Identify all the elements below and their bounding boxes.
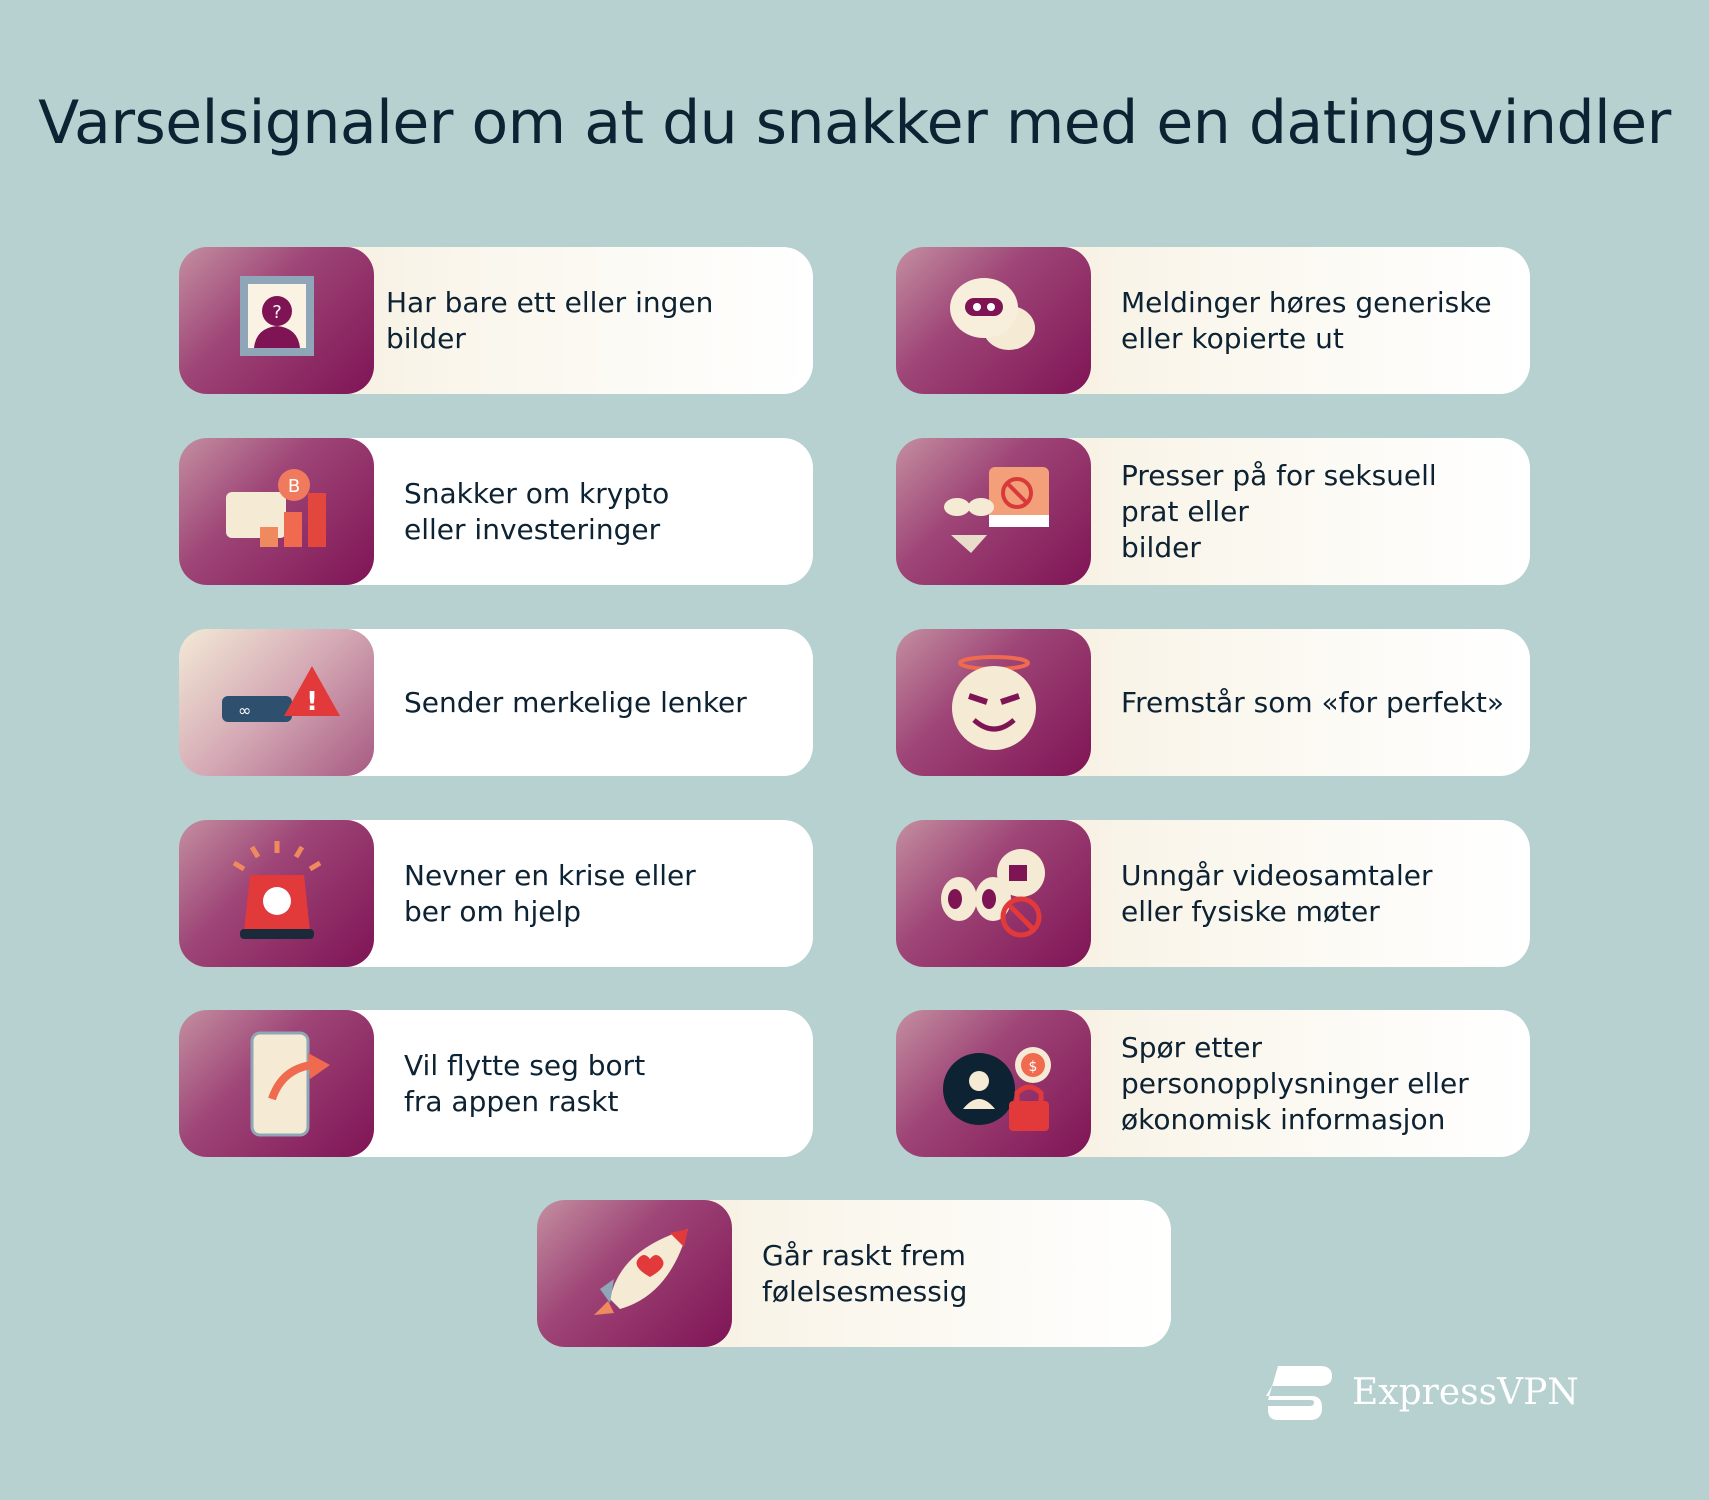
card-label: Snakker om krypto eller investeringer [404, 476, 670, 546]
expressvpn-logo-icon [1266, 1366, 1332, 1420]
svg-text:!: ! [306, 687, 318, 717]
svg-text:$: $ [1028, 1059, 1037, 1075]
personal-finance-lock-icon: $ [896, 1010, 1091, 1157]
card-label: Vil flytte seg bort fra appen raskt [404, 1048, 646, 1118]
blocked-lingerie-icon [896, 438, 1091, 585]
svg-text:?: ? [272, 302, 282, 323]
card-fast-emotional: Går raskt frem følelsesmessig [537, 1200, 1171, 1347]
svg-text:B: B [287, 476, 299, 497]
card-leave-app: Vil flytte seg bort fra appen raskt [179, 1010, 813, 1157]
card-strange-links: ∞! Sender merkelige lenker [179, 629, 813, 776]
phone-leave-arrow-icon [179, 1010, 374, 1157]
crypto-investment-icon: B [179, 438, 374, 585]
no-video-camera-icon [896, 820, 1091, 967]
page-title: Varselsignaler om at du snakker med en d… [38, 88, 1671, 158]
card-label: Presser på for seksuell prat eller bilde… [1121, 458, 1437, 564]
card-sexual-pressure: Presser på for seksuell prat eller bilde… [896, 438, 1530, 585]
card-label: Fremstår som «for perfekt» [1121, 685, 1504, 719]
card-label: Går raskt frem følelsesmessig [762, 1238, 968, 1308]
profile-picture-question-icon: ? [179, 247, 374, 394]
expressvpn-logo: ExpressVPN [1262, 1362, 1579, 1422]
card-personal-info: $ Spør etter personopplysninger eller øk… [896, 1010, 1530, 1157]
link-warning-icon: ∞! [179, 629, 374, 776]
heart-rocket-icon [537, 1200, 732, 1347]
card-too-perfect: Fremstår som «for perfekt» [896, 629, 1530, 776]
card-crisis: Nevner en krise eller ber om hjelp [179, 820, 813, 967]
card-label: Nevner en krise eller ber om hjelp [404, 858, 696, 928]
emergency-siren-icon [179, 820, 374, 967]
halo-devil-face-icon [896, 629, 1091, 776]
card-label: Sender merkelige lenker [404, 685, 747, 719]
card-avoids-video: Unngår videosamtaler eller fysiske møter [896, 820, 1530, 967]
card-label: Spør etter personopplysninger eller økon… [1121, 1030, 1469, 1136]
card-crypto: B Snakker om krypto eller investeringer [179, 438, 813, 585]
svg-text:∞: ∞ [238, 701, 251, 720]
card-single-photo: ? Har bare ett eller ingen bilder [179, 247, 813, 394]
robot-chat-bubble-icon [896, 247, 1091, 394]
card-label: Unngår videosamtaler eller fysiske møter [1121, 858, 1433, 928]
card-generic-messages: Meldinger høres generiske eller kopierte… [896, 247, 1530, 394]
card-label: Meldinger høres generiske eller kopierte… [1121, 285, 1492, 355]
card-label: Har bare ett eller ingen bilder [386, 285, 714, 355]
logo-text: ExpressVPN [1352, 1371, 1579, 1413]
